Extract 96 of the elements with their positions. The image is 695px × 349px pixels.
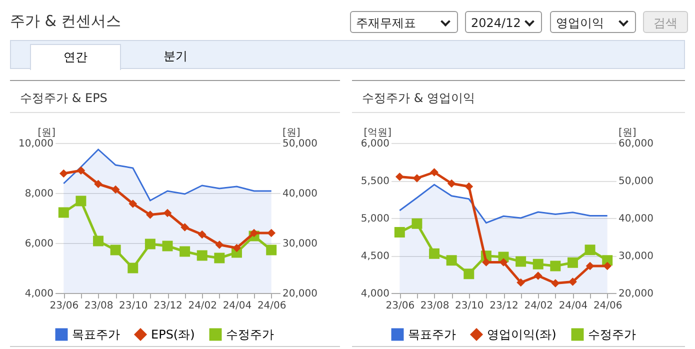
y2-tick-label: 40,000 [282,188,318,200]
y-axis-title: [원] [38,128,56,138]
y2-tick-label: 40,000 [618,214,654,224]
point [59,169,68,178]
point [76,196,86,206]
point [111,185,120,194]
point [162,240,173,252]
x-tick-label: 24/02 [524,300,554,312]
y2-tick-label: 60,000 [618,138,654,150]
point [586,262,594,270]
y2-tick-label: 20,000 [282,288,318,300]
point [412,174,422,182]
x-tick-label: 24/04 [558,300,588,312]
point [110,244,121,256]
point [180,223,189,232]
point [395,172,404,181]
point [146,210,154,219]
x-tick-label: 24/06 [257,300,286,312]
legend-label: 수정주가 [588,328,636,342]
point [58,207,69,218]
point [250,228,258,238]
y2-tick-label: 50,000 [282,138,318,150]
y-tick-label: 8,000 [24,188,54,200]
x-tick-label: 23/12 [154,300,182,312]
x-tick-label: 23/06 [50,300,79,312]
x-tick-label: 24/06 [593,300,622,312]
point [568,278,577,286]
point [93,236,104,246]
point [128,200,138,208]
point [567,257,578,268]
point [446,255,457,266]
text: 검색 [643,11,688,33]
text: 영업이익 [550,11,636,33]
point [550,260,561,272]
text: 주재무제표 [350,11,458,33]
text: 분기 [162,48,188,65]
y2-tick-label: 30,000 [618,251,654,262]
x-tick-label: 24/02 [188,300,218,312]
point [464,182,474,191]
text: 주가 & 컨센서스 [10,12,122,31]
legend-label: EPS(좌) [151,328,195,342]
legend-label: 목표주가 [408,328,456,342]
y-tick-label: 6,000 [360,138,390,150]
point [163,208,172,218]
point [196,250,208,261]
y-tick-label: 5,500 [360,176,390,187]
legend-label: 목표주가 [72,328,120,342]
y-tick-label: 4,000 [360,288,390,300]
y2-axis-title: [원] [282,128,300,138]
x-tick-label: 23/08 [84,300,114,312]
chart-title: 수정주가 & 영업이익 [362,90,475,107]
point [464,268,474,280]
legend-label: 수정주가 [226,328,274,342]
text: 연간 [30,44,121,70]
legend-label: 영업이익(좌) [487,328,556,342]
point [214,252,225,264]
point [128,262,138,274]
point [76,166,86,175]
point [412,218,422,229]
y-axis-title: [억원] [364,128,392,138]
point [232,244,241,252]
point [603,262,612,270]
point [266,244,277,256]
x-tick-label: 23/08 [420,300,450,312]
point [551,279,560,288]
x-tick-label: 23/10 [118,300,148,312]
y2-tick-label: 30,000 [282,238,318,250]
point [394,227,405,238]
point [534,272,542,280]
y-tick-label: 4,500 [360,251,390,262]
point [516,278,525,287]
x-tick-label: 24/04 [222,300,252,312]
point [429,248,440,259]
point [144,238,156,250]
x-tick-label: 23/12 [490,300,518,312]
y-tick-label: 10,000 [18,138,54,150]
y2-tick-label: 20,000 [618,288,654,300]
y-tick-label: 5,000 [360,214,390,224]
point [180,246,190,257]
point [532,258,544,270]
point [198,230,206,239]
chart-title: 수정주가 & EPS [20,90,108,107]
point [516,256,526,267]
text: 2024/12 [465,11,542,33]
y2-tick-label: 50,000 [618,176,654,187]
y2-axis-title: [원] [618,128,636,138]
point [94,180,102,188]
x-tick-label: 23/06 [386,300,415,312]
point [447,179,456,188]
x-tick-label: 23/10 [454,300,484,312]
y-tick-label: 4,000 [24,288,54,300]
y-tick-label: 6,000 [24,238,54,250]
point [584,244,596,256]
point [267,228,276,238]
point [430,168,438,176]
point [215,240,224,249]
